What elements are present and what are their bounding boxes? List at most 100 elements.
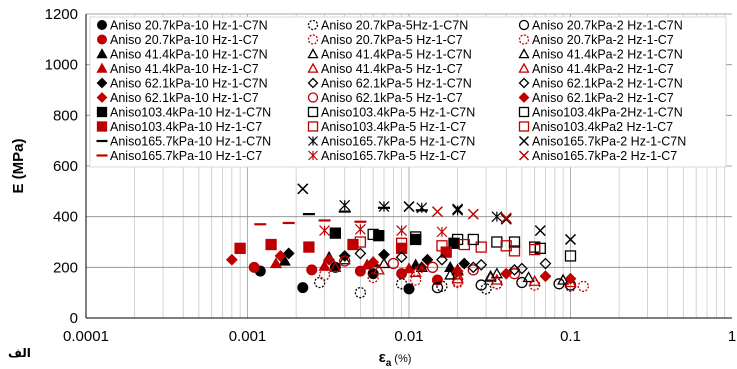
legend-entry: Aniso 62.1kPa-2 Hz-1-C7	[518, 91, 674, 105]
data-point	[518, 121, 530, 132]
data-point	[528, 274, 541, 286]
data-point	[500, 212, 512, 224]
data-point	[274, 250, 287, 262]
data-point	[490, 267, 503, 279]
data-point	[431, 274, 443, 286]
x-tick-label: 0.0001	[63, 328, 109, 345]
data-point	[367, 256, 380, 269]
legend-label: Aniso 41.4kPa-5 Hz-1-C7N	[321, 48, 472, 62]
legend-entry: Aniso 20.7kPa-2 Hz-1-C7N	[518, 19, 683, 33]
axes	[85, 14, 732, 319]
data-point	[378, 201, 390, 212]
legend-label: Aniso 62.1kPa-10 Hz-1-C7	[110, 91, 259, 105]
legend-label: Aniso103.4kPa-5 Hz-1-C7	[321, 120, 466, 134]
y-tick-label: 200	[53, 259, 78, 276]
legend-label: Aniso 41.4kPa-2 Hz-1-C7N	[532, 48, 683, 62]
data-point	[508, 236, 521, 248]
data-point	[96, 77, 108, 89]
data-point	[467, 261, 480, 274]
legend-entry: Aniso103.4kPa-5 Hz-1-C7N	[307, 106, 475, 120]
data-point	[303, 241, 315, 253]
x-tick-label: 0.1	[560, 328, 581, 345]
legend-entry: Aniso 41.4kPa-2 Hz-1-C7	[518, 62, 674, 76]
legend-label: Aniso103.4kPa-2Hz-1-C7N	[532, 106, 683, 120]
data-point	[475, 241, 487, 253]
data-point	[234, 242, 246, 254]
data-point	[475, 258, 488, 271]
legend-label: Aniso 20.7kPa-2 Hz-1-C7	[532, 33, 674, 47]
data-point	[265, 238, 277, 251]
legend-label: Aniso 41.4kPa-10 Hz-1-C7	[110, 62, 259, 76]
legend-label: Aniso 41.4kPa-10 Hz-1-C7N	[110, 48, 268, 62]
legend-label: Aniso 62.1kPa-5 Hz-1-C7	[321, 91, 463, 105]
data-point	[431, 206, 443, 218]
data-point	[451, 272, 464, 284]
data-point	[444, 260, 457, 272]
series-1	[254, 261, 415, 295]
legend-entry: Aniso 20.7kPa-10 Hz-1-C7	[97, 33, 259, 47]
legend-entry: Aniso 62.1kPa-2 Hz-1-C7N	[518, 77, 683, 91]
legend-label: Aniso 62.1kPa-10 Hz-1-C7N	[110, 77, 268, 91]
data-point	[564, 272, 577, 285]
data-point	[539, 270, 552, 283]
data-point	[354, 223, 366, 235]
data-point	[458, 238, 470, 251]
data-point	[516, 276, 528, 289]
data-point	[518, 135, 530, 147]
data-point	[451, 265, 464, 278]
data-point	[248, 261, 260, 273]
data-point	[387, 257, 399, 270]
y-tick-label: 400	[53, 209, 78, 226]
data-point	[452, 204, 464, 216]
legend-entry: Aniso103.4kPa-10 Hz-1-C7N	[96, 106, 271, 120]
data-point	[508, 263, 521, 276]
legend-entry: Aniso165.7kPa-5 Hz-1-C7N	[308, 135, 475, 149]
data-point	[410, 274, 422, 286]
data-points	[225, 183, 589, 299]
data-point	[500, 213, 512, 225]
y-tick-label: 1000	[45, 57, 78, 74]
series-15	[354, 247, 528, 275]
legend-entry: Aniso 41.4kPa-5 Hz-1-C7N	[307, 48, 472, 62]
legend-label: Aniso165.7kPa-5 Hz-1-C7N	[321, 135, 475, 149]
legend-label: Aniso 20.7kPa-5Hz-1-C7N	[321, 19, 468, 33]
legend-entry: Aniso 62.1kPa-5 Hz-1-C7N	[307, 77, 472, 91]
legend-entry: Aniso 41.4kPa-10 Hz-1-C7N	[96, 48, 268, 62]
data-point	[518, 19, 530, 31]
data-point	[372, 263, 385, 275]
legend-entry: Aniso165.7kPa-2 Hz-1-C7	[518, 149, 677, 163]
data-point	[431, 281, 444, 294]
series-20	[319, 223, 448, 238]
x-axis-subscript: a	[386, 358, 392, 369]
data-point	[410, 233, 422, 246]
data-point	[518, 62, 530, 73]
legend-label: Aniso165.7kPa-2 Hz-1-C7N	[532, 135, 686, 149]
legend-entry: Aniso 20.7kPa-5Hz-1-C7N	[307, 19, 468, 33]
legend-label: Aniso165.7kPa-10 Hz-1-C7N	[110, 135, 271, 149]
legend-box	[89, 16, 727, 168]
legend-entry: Aniso 20.7kPa-5 Hz-1-C7	[307, 33, 463, 47]
series-30	[431, 206, 512, 224]
data-point	[518, 77, 530, 89]
data-point	[475, 279, 487, 291]
data-point	[307, 19, 319, 31]
data-point	[96, 62, 108, 73]
legend-label: Aniso165.7kPa-5 Hz-1-C7	[321, 149, 466, 163]
legend-label: Aniso 20.7kPa-2 Hz-1-C7N	[532, 19, 683, 33]
corner-label: الف	[8, 346, 31, 360]
data-point	[458, 257, 471, 270]
series-18	[354, 236, 521, 257]
legend-label: Aniso103.4kPa-10 Hz-1-C7N	[110, 106, 271, 120]
series-10	[254, 219, 367, 226]
x-tick-label: 0.001	[229, 328, 267, 345]
data-point	[96, 106, 108, 118]
data-point	[415, 260, 428, 272]
data-point	[577, 280, 589, 292]
data-point	[307, 34, 319, 45]
series-11	[314, 276, 492, 299]
data-point	[347, 238, 359, 251]
series-6	[225, 250, 428, 274]
series-19	[339, 199, 503, 223]
series-29	[297, 183, 577, 245]
